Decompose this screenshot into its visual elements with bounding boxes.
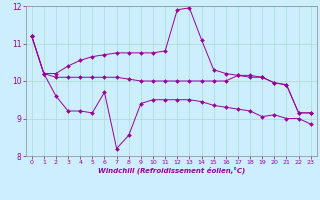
X-axis label: Windchill (Refroidissement éolien,°C): Windchill (Refroidissement éolien,°C): [98, 167, 245, 174]
